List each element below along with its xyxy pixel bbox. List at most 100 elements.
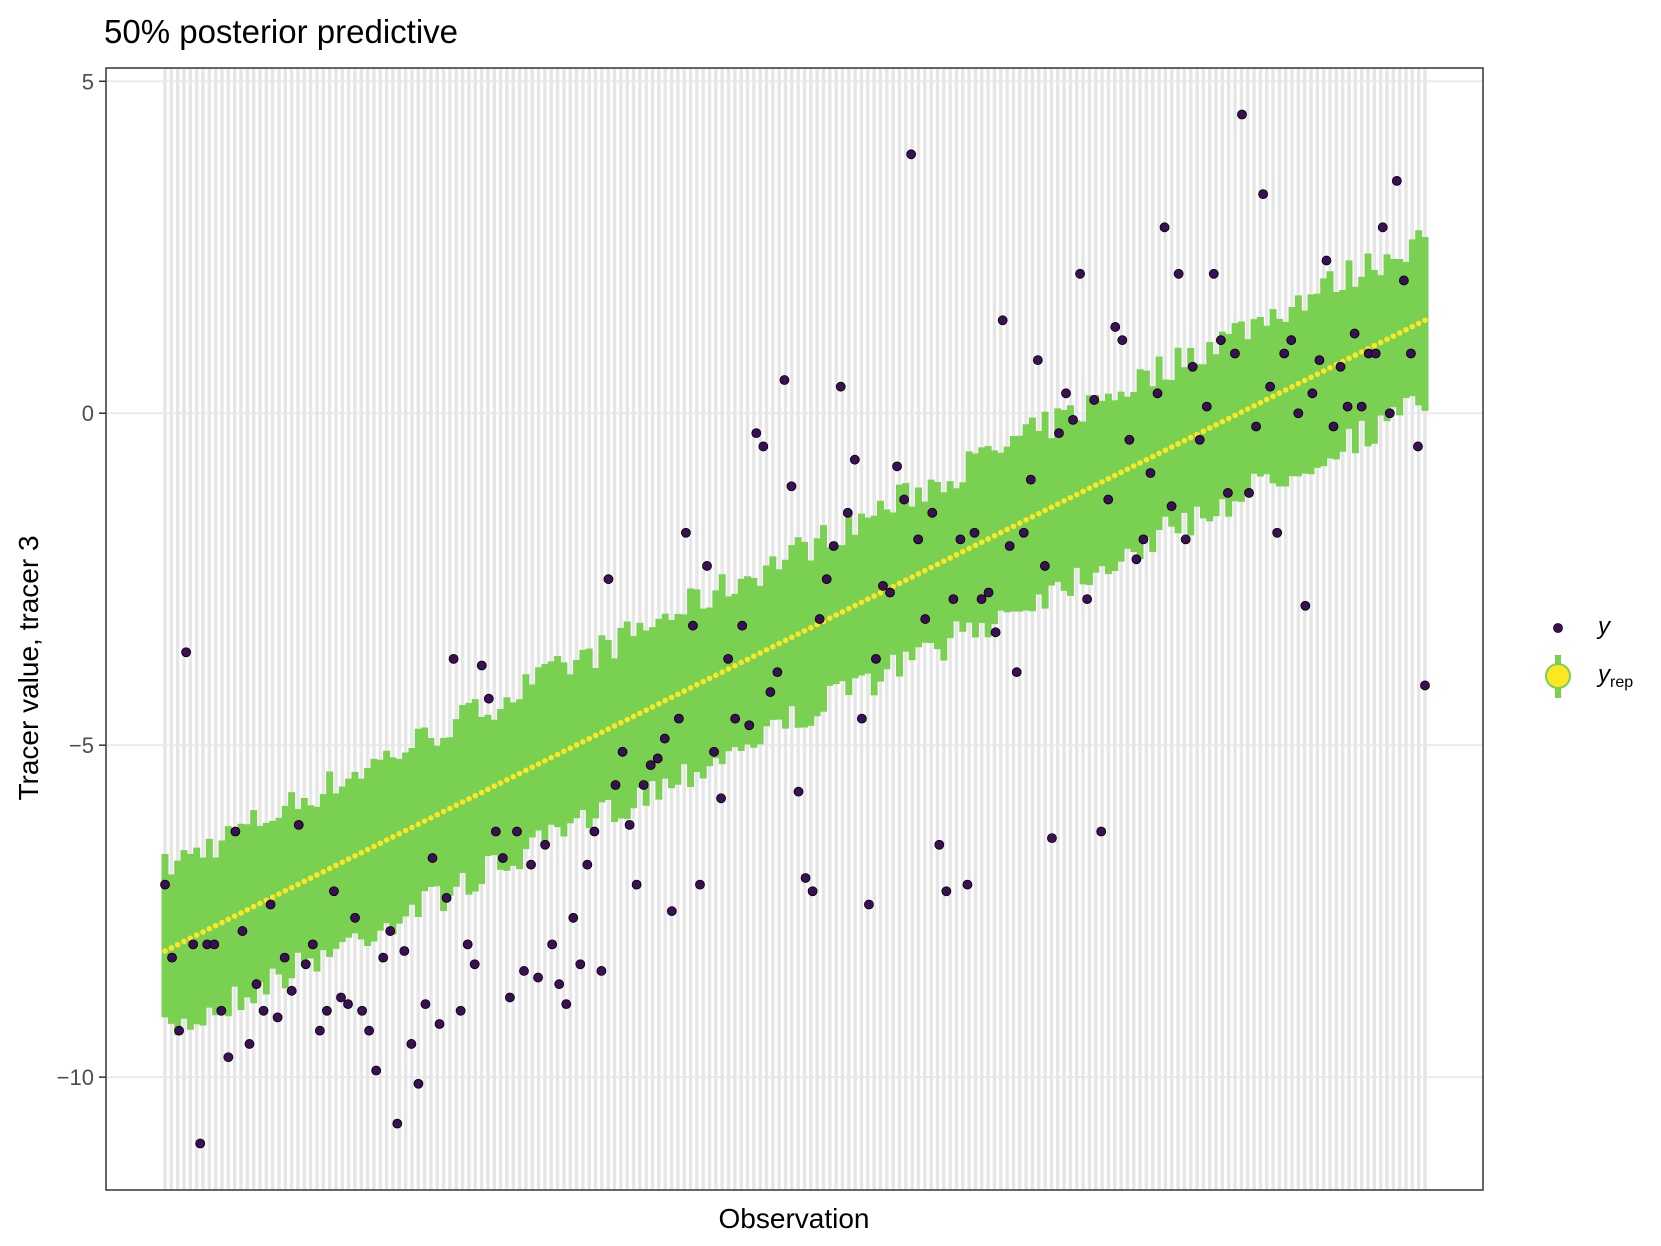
yrep-median-point — [1004, 526, 1010, 533]
yrep-median-point — [801, 628, 808, 634]
observed-y-point — [1173, 268, 1184, 279]
yrep-median-point — [1029, 513, 1036, 520]
observed-y-point — [286, 985, 297, 996]
yrep-median-point — [1048, 504, 1055, 511]
observed-y-point — [983, 587, 994, 598]
observed-y-point — [800, 873, 811, 883]
observed-y-point — [1096, 826, 1107, 837]
observed-y-point — [230, 826, 241, 837]
yrep-median-point — [1308, 374, 1314, 381]
yrep-median-point — [1143, 456, 1150, 463]
observed-y-point — [160, 879, 170, 890]
observed-y-point — [1356, 401, 1367, 412]
yrep-median-point — [478, 789, 485, 796]
observed-y-point — [779, 375, 790, 385]
yrep-median-point — [567, 745, 574, 751]
observed-y-point — [962, 879, 973, 890]
observed-y-point — [695, 879, 705, 890]
yrep-median-point — [1295, 380, 1302, 387]
observed-y-point — [497, 853, 508, 863]
observed-y-point — [434, 1019, 445, 1029]
observed-y-point — [744, 720, 755, 731]
yrep-median-point — [162, 948, 168, 954]
yrep-median-point — [643, 707, 650, 713]
observed-y-point — [519, 966, 529, 976]
observed-y-point — [835, 381, 846, 392]
observed-y-point — [1011, 667, 1022, 678]
yrep-median-point — [485, 786, 491, 793]
yrep-median-point — [770, 643, 776, 650]
yrep-median-point — [472, 792, 479, 799]
yrep-median-point — [959, 548, 966, 555]
observed-y-point — [343, 999, 353, 1010]
yrep-median-point — [694, 681, 700, 688]
yrep-median-point — [554, 751, 561, 758]
yrep-median-point — [630, 713, 637, 720]
yrep-median-point — [1219, 418, 1226, 425]
observed-y-point — [814, 614, 825, 624]
yrep-median-point — [440, 808, 447, 815]
observed-y-point — [174, 1025, 184, 1036]
yrep-median-point — [1371, 342, 1378, 349]
observed-y-point — [1075, 268, 1085, 279]
observed-y-point — [1103, 494, 1114, 505]
yrep-median-point — [985, 536, 991, 542]
yrep-median-point — [599, 729, 605, 736]
yrep-median-point — [383, 837, 390, 843]
yrep-median-point — [282, 887, 289, 894]
observed-y-point — [723, 653, 734, 664]
yrep-median-point — [333, 862, 339, 869]
yrep-median-point — [447, 805, 453, 812]
yrep-median-point — [174, 941, 181, 948]
observed-y-point — [1201, 401, 1212, 412]
observed-y-point — [955, 534, 966, 545]
yrep-median-point — [1016, 520, 1023, 526]
yrep-median-point — [700, 678, 706, 685]
yrep-median-point — [776, 640, 782, 647]
yrep-median-point — [586, 735, 593, 742]
yrep-median-point — [649, 704, 656, 710]
yrep-median-point — [244, 906, 251, 913]
yrep-median-point — [421, 818, 428, 824]
yrep-median-point — [1073, 491, 1080, 498]
yrep-median-point — [168, 945, 175, 951]
yrep-median-point — [1390, 333, 1397, 339]
yrep-median-point — [1320, 368, 1327, 374]
observed-y-point — [1307, 388, 1318, 399]
observed-y-point — [265, 899, 276, 910]
observed-y-point — [1194, 434, 1205, 445]
yrep-median-point — [1384, 336, 1390, 343]
observed-y-point — [772, 667, 783, 678]
yrep-median-point — [1257, 399, 1264, 406]
yrep-median-point — [991, 533, 998, 539]
observed-y-point — [399, 946, 410, 956]
yrep-median-point — [997, 529, 1004, 536]
observed-y-point — [279, 952, 290, 963]
observed-y-point — [1068, 414, 1078, 425]
yrep-median-point — [491, 783, 498, 789]
yrep-median-point — [1099, 479, 1105, 485]
observed-y-point — [1300, 600, 1311, 611]
observed-y-point — [1032, 355, 1043, 366]
observed-y-point — [540, 839, 551, 850]
yrep-median-point — [1346, 355, 1352, 362]
yrep-median-point — [364, 846, 371, 853]
observed-y-point — [927, 507, 938, 518]
observed-y-point — [1117, 335, 1128, 346]
yrep-median-point — [510, 773, 517, 780]
observed-y-point — [807, 886, 818, 897]
observed-y-point — [878, 580, 888, 591]
observed-y-point — [1208, 268, 1219, 279]
yrep-median-point — [1206, 425, 1213, 431]
observed-y-point — [1272, 527, 1283, 538]
yrep-median-point — [288, 884, 295, 891]
observed-y-point — [1377, 222, 1388, 233]
yrep-median-point — [846, 605, 852, 612]
observed-y-point — [1089, 395, 1100, 405]
yrep-median-point — [782, 637, 789, 644]
observed-y-point — [666, 906, 677, 917]
observed-y-point — [216, 1005, 227, 1016]
observed-y-point — [885, 587, 895, 598]
yrep-median-point — [611, 723, 618, 729]
